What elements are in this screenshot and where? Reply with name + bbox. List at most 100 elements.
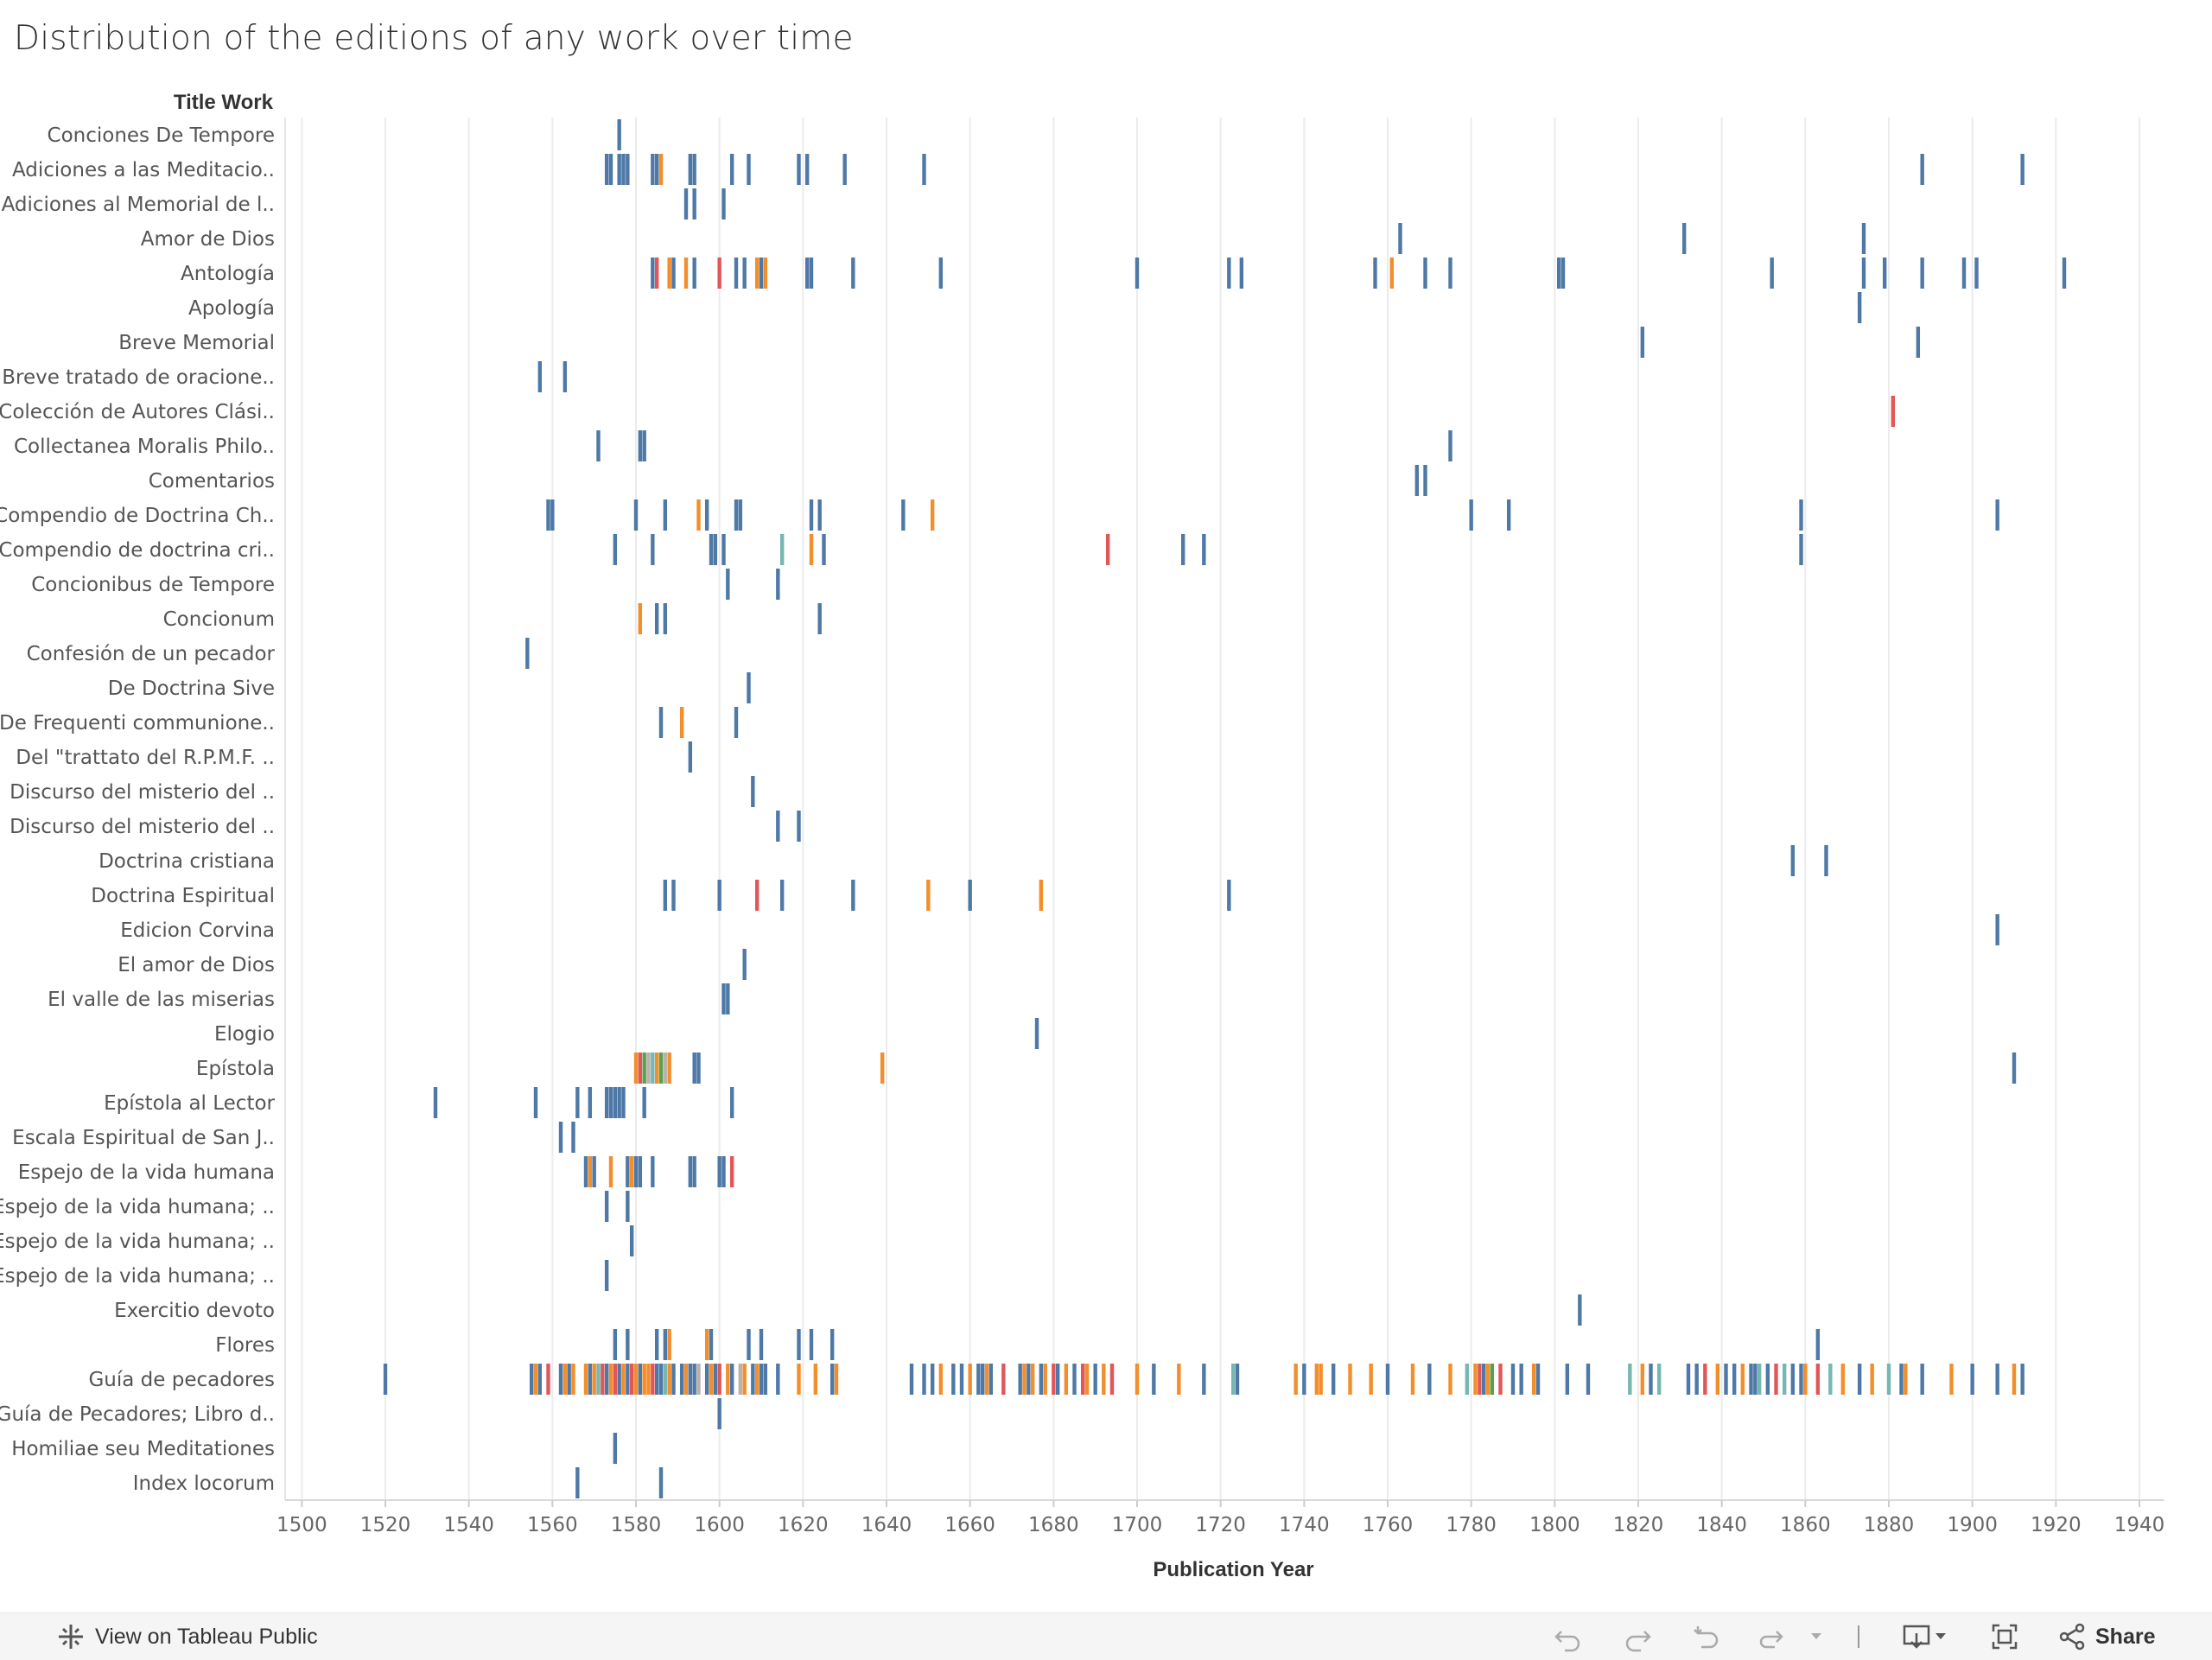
edition-mark[interactable] [704,1364,709,1395]
edition-mark[interactable] [742,258,747,289]
edition-mark[interactable] [809,258,814,289]
edition-mark[interactable] [1782,1364,1787,1395]
edition-mark[interactable] [1506,499,1511,531]
edition-mark[interactable] [667,1329,671,1360]
edition-mark[interactable] [583,1364,588,1395]
edition-mark[interactable] [1465,1364,1470,1395]
edition-mark[interactable] [1180,534,1185,565]
edition-mark[interactable] [1995,914,1999,945]
edition-mark[interactable] [537,1364,543,1395]
edition-mark[interactable] [571,1122,575,1153]
edition-mark[interactable] [638,1364,643,1395]
edition-mark[interactable] [604,154,609,185]
edition-mark[interactable] [658,1364,664,1395]
edition-mark[interactable] [1373,258,1377,289]
edition-mark[interactable] [1920,154,1924,185]
edition-mark[interactable] [726,569,730,600]
edition-mark[interactable] [1018,1364,1022,1395]
edition-mark[interactable] [968,880,972,911]
edition-mark[interactable] [692,1156,696,1187]
edition-mark[interactable] [926,880,931,911]
edition-mark[interactable] [776,569,780,600]
edition-mark[interactable] [1230,1364,1236,1395]
edition-mark[interactable] [688,1364,693,1395]
edition-mark[interactable] [613,534,618,565]
edition-mark[interactable] [1510,1364,1516,1395]
edition-mark[interactable] [734,707,739,738]
edition-mark[interactable] [1740,1364,1745,1395]
edition-mark[interactable] [930,499,935,531]
edition-mark[interactable] [654,1364,659,1395]
edition-mark[interactable] [901,499,906,531]
edition-mark[interactable] [717,1156,721,1187]
edition-mark[interactable] [658,1053,664,1084]
edition-mark[interactable] [2020,1364,2024,1395]
edition-mark[interactable] [1753,1364,1758,1395]
edition-mark[interactable] [1899,1364,1904,1395]
edition-mark[interactable] [1586,1364,1591,1395]
edition-mark[interactable] [663,603,668,634]
edition-mark[interactable] [654,603,659,634]
fullscreen-icon[interactable] [1987,1620,2022,1653]
edition-mark[interactable] [968,1364,972,1395]
edition-mark[interactable] [1861,258,1866,289]
edition-mark[interactable] [617,154,621,185]
edition-mark[interactable] [1385,1364,1390,1395]
share-icon[interactable] [2055,1620,2089,1653]
edition-mark[interactable] [621,154,626,185]
edition-mark[interactable] [1916,327,1921,358]
edition-mark[interactable] [709,534,714,565]
download-icon[interactable] [1901,1620,1953,1653]
edition-mark[interactable] [709,1329,714,1360]
edition-mark[interactable] [1694,1364,1699,1395]
edition-mark[interactable] [984,1364,989,1395]
edition-mark[interactable] [604,1087,609,1118]
edition-mark[interactable] [763,258,768,289]
edition-mark[interactable] [608,1364,613,1395]
edition-mark[interactable] [683,258,689,289]
edition-mark[interactable] [1749,1364,1753,1395]
edition-mark[interactable] [842,154,847,185]
edition-mark[interactable] [383,1364,388,1395]
edition-mark[interactable] [779,880,785,911]
edition-mark[interactable] [663,1329,668,1360]
edition-mark[interactable] [683,188,689,219]
edition-mark[interactable] [633,1364,639,1395]
edition-mark[interactable] [797,1329,801,1360]
edition-mark[interactable] [1398,223,1402,254]
edition-mark[interactable] [729,154,734,185]
edition-mark[interactable] [742,1364,747,1395]
edition-mark[interactable] [651,1053,655,1084]
share-button[interactable]: Share [2095,1625,2156,1649]
edition-mark[interactable] [1469,499,1473,531]
edition-mark[interactable] [433,1087,438,1118]
edition-mark[interactable] [667,1364,671,1395]
edition-mark[interactable] [922,1364,926,1395]
edition-mark[interactable] [696,1364,701,1395]
edition-mark[interactable] [646,1364,651,1395]
edition-mark[interactable] [704,1329,709,1360]
edition-mark[interactable] [1790,1364,1796,1395]
edition-mark[interactable] [613,1433,618,1464]
edition-mark[interactable] [558,1364,563,1395]
edition-mark[interactable] [1030,1364,1035,1395]
edition-mark[interactable] [692,188,696,219]
edition-mark[interactable] [601,1364,605,1395]
edition-mark[interactable] [1824,845,1828,876]
edition-mark[interactable] [1715,1364,1720,1395]
edition-mark[interactable] [613,1329,618,1360]
edition-mark[interactable] [1427,1364,1432,1395]
edition-mark[interactable] [1686,1364,1691,1395]
edition-mark[interactable] [1556,258,1561,289]
edition-mark[interactable] [696,499,701,531]
edition-mark[interactable] [717,1398,721,1429]
edition-mark[interactable] [721,1156,726,1187]
edition-mark[interactable] [1815,1364,1821,1395]
edition-mark[interactable] [1052,1364,1056,1395]
edition-mark[interactable] [588,1156,593,1187]
edition-mark[interactable] [525,638,530,669]
edition-mark[interactable] [2012,1053,2017,1084]
edition-mark[interactable] [1531,1364,1536,1395]
edition-mark[interactable] [575,1467,580,1498]
edition-mark[interactable] [688,154,693,185]
